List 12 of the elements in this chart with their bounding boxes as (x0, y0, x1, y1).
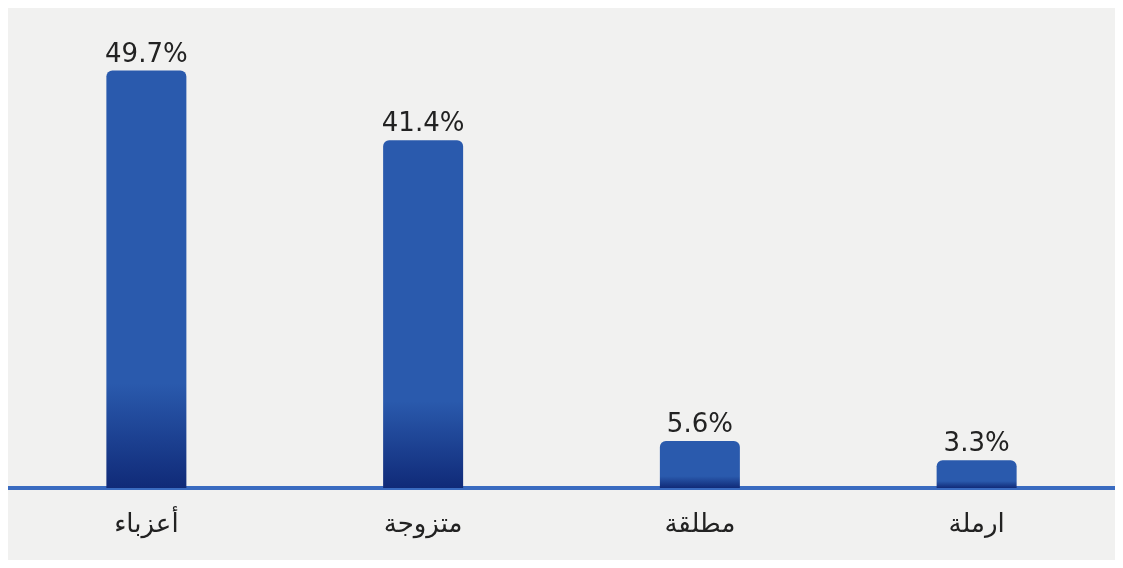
bar (936, 460, 1017, 488)
bar (383, 140, 464, 488)
data-label: 5.6% (666, 407, 733, 438)
bar (659, 440, 740, 488)
data-label: 49.7% (105, 37, 188, 68)
bar (106, 70, 187, 488)
data-label: 41.4% (381, 107, 465, 138)
x-tick-label: أعزباء (114, 505, 179, 539)
x-tick-label: متزوجة (383, 508, 463, 539)
data-label: 3.3% (943, 427, 1010, 458)
x-tick-label: ارملة (948, 508, 1005, 538)
x-tick-label: مطلقة (664, 508, 736, 538)
